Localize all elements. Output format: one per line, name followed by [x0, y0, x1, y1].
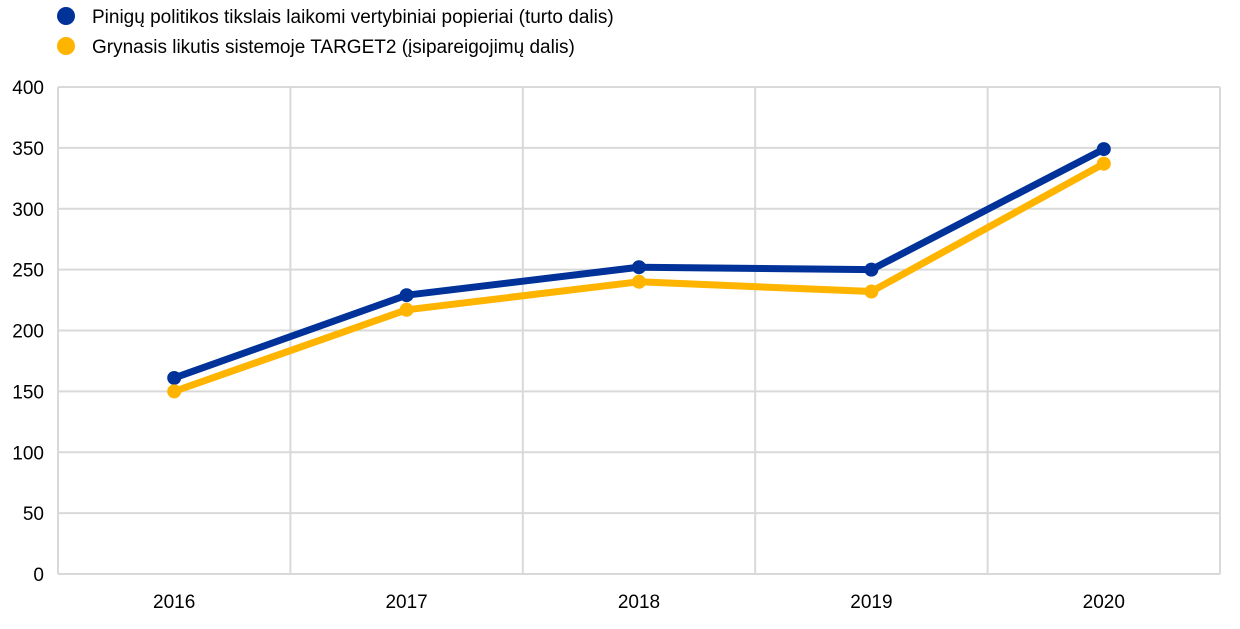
x-tick-label: 2017	[385, 592, 427, 613]
legend: Pinigų politikos tikslais laikomi vertyb…	[57, 7, 614, 58]
y-tick-label: 350	[12, 139, 44, 160]
data-point	[167, 370, 182, 385]
y-tick-label: 250	[12, 261, 44, 282]
legend-label: Pinigų politikos tikslais laikomi vertyb…	[92, 7, 614, 28]
y-tick-label: 150	[12, 382, 44, 403]
data-point	[632, 260, 646, 275]
grid	[57, 86, 1221, 575]
y-axis: 0 50 100 150 200 250 300 350 400	[12, 78, 44, 586]
y-tick-label: 50	[23, 504, 44, 525]
data-point	[167, 384, 182, 399]
y-tick-label: 0	[33, 565, 44, 586]
legend-item: Pinigų politikos tikslais laikomi vertyb…	[57, 7, 614, 28]
x-tick-label: 2016	[153, 592, 195, 613]
legend-item: Grynasis likutis sistemoje TARGET2 (įsip…	[57, 37, 575, 58]
data-point	[864, 284, 879, 299]
x-tick-label: 2018	[618, 592, 660, 613]
y-tick-label: 200	[12, 322, 44, 343]
data-point	[864, 262, 879, 277]
y-tick-label: 400	[12, 78, 44, 99]
data-point	[632, 274, 646, 289]
y-tick-label: 100	[12, 443, 44, 464]
x-tick-label: 2019	[850, 592, 892, 613]
y-tick-label: 300	[12, 200, 44, 221]
data-point	[1096, 156, 1111, 171]
x-tick-label: 2020	[1083, 592, 1125, 613]
data-point	[1096, 142, 1111, 157]
legend-marker-yellow	[57, 37, 75, 55]
legend-marker-blue	[57, 7, 75, 25]
series-group	[167, 142, 1111, 399]
data-point	[399, 288, 414, 303]
x-axis: 2016 2017 2018 2019 2020	[153, 592, 1125, 613]
data-point	[399, 302, 414, 317]
legend-label: Grynasis likutis sistemoje TARGET2 (įsip…	[92, 37, 575, 58]
